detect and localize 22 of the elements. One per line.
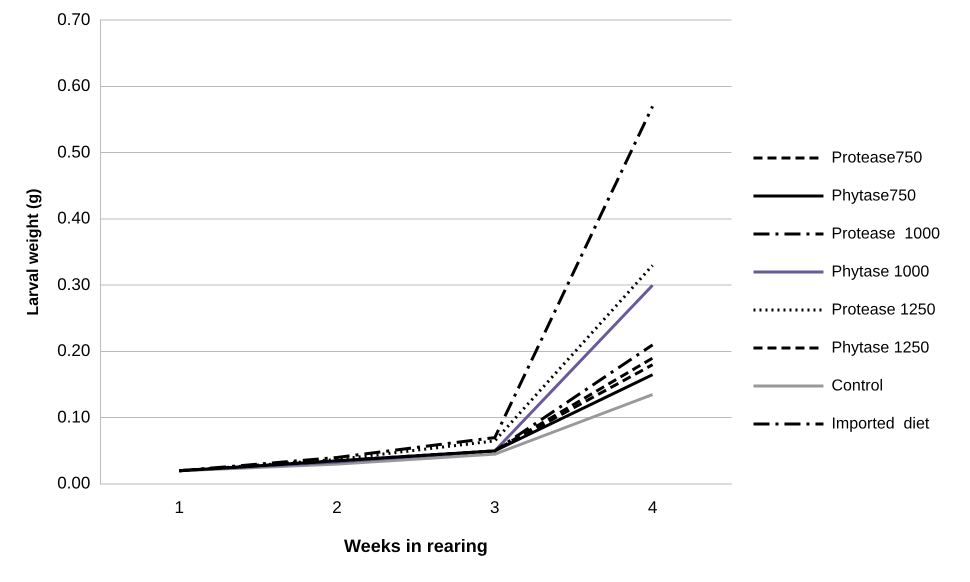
y-tick-label: 0.10 xyxy=(57,407,90,426)
y-tick-label: 0.60 xyxy=(57,76,90,96)
x-axis-title: Weeks in rearing xyxy=(344,536,488,556)
legend-label: Phytase 1000 xyxy=(831,263,930,280)
y-tick-label: 0.40 xyxy=(57,208,90,228)
legend-label: Protease 1250 xyxy=(831,301,936,318)
x-tick-label: 2 xyxy=(332,498,342,517)
legend-label: Protease 1000 xyxy=(831,225,940,242)
legend-label: Phytase750 xyxy=(831,187,916,204)
y-tick-label: 0.30 xyxy=(57,274,90,294)
legend-label: Imported diet xyxy=(831,415,930,432)
legend-label: Protease750 xyxy=(831,149,922,166)
x-tick-label: 1 xyxy=(174,498,184,517)
legend-label: Phytase 1250 xyxy=(831,339,930,356)
y-tick-label: 0.70 xyxy=(57,10,90,29)
x-tick-label: 4 xyxy=(648,498,658,517)
y-tick-label: 0.50 xyxy=(57,142,90,162)
y-tick-label: 0.00 xyxy=(57,474,90,493)
x-tick-label: 3 xyxy=(490,498,500,517)
y-tick-label: 0.20 xyxy=(57,341,90,360)
y-axis-title: Larval weight (g) xyxy=(25,188,42,316)
legend-label: Control xyxy=(831,377,884,394)
